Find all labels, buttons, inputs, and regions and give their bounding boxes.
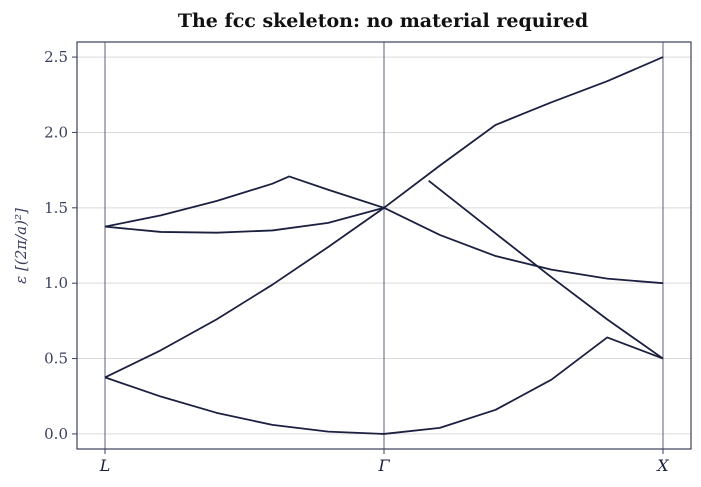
band-line-1 (104, 207, 385, 379)
y-tick-label-3: 1.5 (44, 199, 68, 217)
x-tick-label-2: X (655, 456, 669, 475)
y-axis-label: ε [(2π/a)²] (12, 208, 30, 284)
y-tick-label-5: 2.5 (44, 48, 68, 66)
y-tick-label-0: 0.0 (44, 425, 68, 443)
y-tick-label-1: 0.5 (44, 350, 68, 368)
y-tick-label-2: 1.0 (44, 274, 68, 292)
band-line-6 (428, 179, 664, 360)
x-tick-label-1: Γ (377, 456, 390, 475)
chart-title: The fcc skeleton: no material required (178, 10, 588, 32)
y-axis-ticks: 0.0 0.5 1.0 1.5 2.0 2.5 (44, 48, 77, 443)
symmetry-lines (104, 42, 664, 449)
x-tick-label-0: L (99, 456, 111, 475)
band-line-5 (383, 207, 664, 285)
band-line-4 (383, 56, 664, 209)
band-line-0 (104, 336, 664, 435)
y-tick-label-4: 2.0 (44, 123, 68, 141)
band-line-3 (104, 175, 385, 228)
band-line-2 (104, 206, 385, 234)
band-lines (104, 56, 664, 435)
